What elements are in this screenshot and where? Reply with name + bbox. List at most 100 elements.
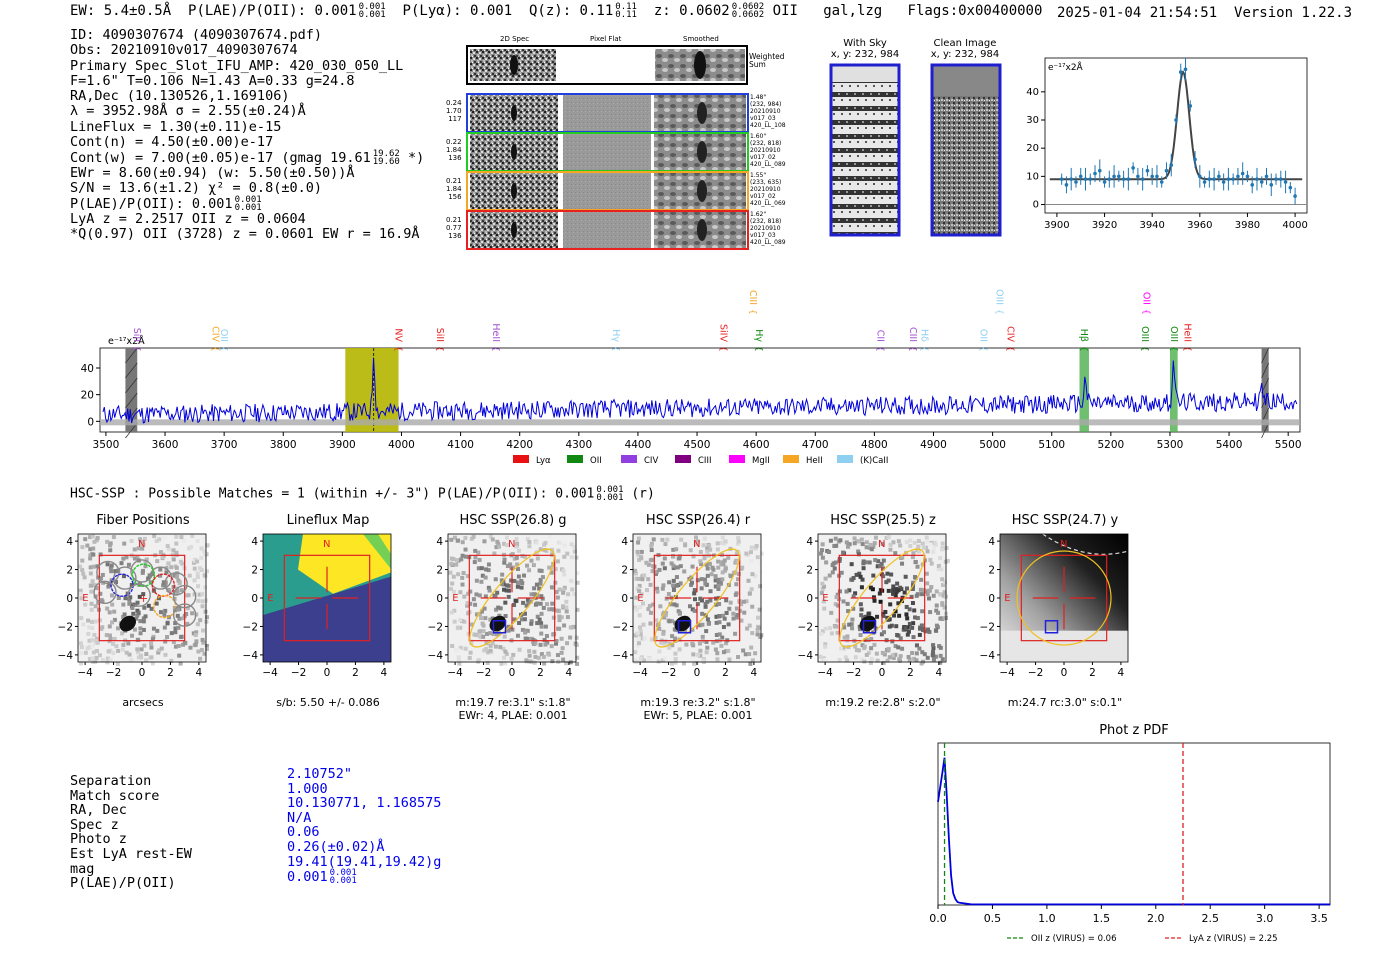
east-marker: E (452, 593, 458, 604)
emission-line-label: CIII { (907, 327, 918, 352)
photz-x-tick: 1.5 (1093, 912, 1111, 925)
hsc-y-tick: −4 (58, 650, 73, 662)
spectrum-x-tick: 4400 (625, 439, 652, 451)
hsc-y-tick: 2 (988, 565, 995, 577)
hsc-y-tick: 2 (66, 565, 73, 577)
match-label: mag (70, 860, 95, 877)
hsc-x-tick: −2 (291, 667, 306, 679)
spectrum-x-tick: 5400 (1216, 439, 1243, 451)
cutout-row-images (466, 93, 749, 133)
col-pixel-flat: Pixel Flat (590, 35, 622, 43)
spectrum-legend-label: Lyα (536, 456, 551, 465)
north-marker: N (693, 539, 700, 550)
spectrum-x-tick: 4500 (684, 439, 711, 451)
hsc-x-tick: −2 (1028, 667, 1043, 679)
hsc-y-tick: 4 (251, 536, 258, 548)
emission-line-label: OII { (1140, 292, 1151, 315)
spectrum-x-tick: 4600 (743, 439, 770, 451)
zoom-data-point (1164, 162, 1169, 180)
zoom-data-point (1097, 159, 1102, 182)
spectrum-x-tick: 5300 (1157, 439, 1184, 451)
zoom-data-point (1207, 170, 1212, 188)
svg-text:{: { (874, 346, 884, 352)
svg-text:{: { (434, 346, 444, 352)
with-sky-title: With Sky x, y: 232, 984 (830, 38, 900, 60)
cutout-row-meta: 1.55" (233, 635) 20210910 v017_02 420_LL_069 (750, 172, 786, 207)
zoom-data-point (1121, 170, 1126, 188)
header-z: z: 0.0602 (653, 3, 730, 19)
zoom-data-point (1264, 167, 1269, 185)
info-plae: P(LAE)/P(OII): 0.001 0.001 0.001 (70, 195, 262, 214)
zoom-data-point (1283, 170, 1288, 194)
match-value: 0.001 0.001 0.001 (287, 868, 357, 887)
zoom-data-point (1198, 165, 1202, 188)
hsc-x-tick: −4 (999, 667, 1015, 679)
emission-line-name: HeII (490, 323, 501, 342)
hsc-panel-title: HSC SSP(26.4) r (645, 513, 751, 528)
hsc-x-tick: 2 (722, 667, 729, 679)
hsc-panel-image: N E −4 −2 0 2 4 4 2 0 −2 −4 (428, 533, 580, 679)
hsc-panel-image: N E −4 −2 0 2 4 4 2 0 −2 −4 (243, 533, 392, 679)
north-marker: N (138, 539, 145, 550)
zoom-data-point (1269, 173, 1274, 197)
svg-text:{: { (1004, 346, 1014, 352)
zoom-data-point (1140, 167, 1145, 191)
east-marker: E (637, 593, 643, 604)
info-fibers: F=1.6" T=0.106 N=1.43 A=0.33 g=24.8 (70, 72, 355, 89)
spectrum-x-tick: 3500 (93, 439, 120, 451)
info-ewr: EWr = 8.60(±0.94) (w: 5.50(±0.50))Å (70, 164, 355, 181)
zoom-data-point (1069, 167, 1073, 191)
zoom-data-point (1202, 176, 1207, 188)
version: Version 1.22.3 (1234, 5, 1353, 21)
hsc-x-tick: 4 (751, 667, 758, 679)
hsc-y-tick: 2 (621, 565, 628, 577)
zoom-x-tick: 3900 (1044, 220, 1069, 231)
hsc-y-tick: −4 (798, 650, 813, 662)
north-marker: N (508, 539, 515, 550)
spectrum-x-tick: 4300 (565, 439, 592, 451)
zoom-y-tick: 10 (1026, 171, 1039, 182)
spectrum-line (102, 357, 1298, 424)
header-z-line: OII (772, 3, 798, 19)
emission-line-name: NV (393, 328, 404, 342)
svg-text:LyA z (VIRUS) = 2.25: LyA z (VIRUS) = 2.25 (1189, 934, 1278, 944)
hsc-panel-caption: m:24.7 rc:3.0" s:0.1" (1007, 696, 1123, 709)
north-marker: N (1060, 539, 1067, 550)
hsc-x-tick: −2 (846, 667, 861, 679)
zoom-data-point (1255, 167, 1259, 191)
spectrum-x-tick: 4800 (861, 439, 888, 451)
match-value: 10.130771, 1.168575 (287, 795, 442, 812)
zoom-y-tick: 0 (1033, 200, 1039, 211)
zoom-x-tick: 3940 (1139, 220, 1164, 231)
hsc-x-tick: 0 (1061, 667, 1068, 679)
spectrum-y-tick: 40 (81, 363, 94, 375)
emission-line-name: Hγ (610, 329, 621, 342)
photz-x-tick: 1.0 (1038, 912, 1056, 925)
cutout-row-meta: 1.60" (232, 818) 20210910 v017_02 420_LL_089 (750, 133, 786, 168)
hsc-y-tick: 2 (436, 565, 443, 577)
line-fit-chart: 3900 3920 3940 3960 3980 4000 0 10 20 30 40 e⁻¹⁷x2Å (1026, 57, 1308, 231)
zoom-data-point (1150, 167, 1154, 185)
match-label: Photo z (70, 831, 127, 848)
emission-line-label: SiII { (434, 328, 445, 352)
weighted-sum-label: Weighted Sum (749, 52, 785, 69)
hsc-y-tick: −2 (613, 621, 628, 633)
emission-line-name: OII (978, 329, 989, 342)
emission-line-label: OIII { (994, 289, 1005, 315)
svg-text:{: { (919, 346, 929, 352)
info-qline: *Q(0.97) OII (3728) z = 0.0601 EW r = 16… (70, 225, 420, 242)
emission-line-label: Hγ { (610, 329, 621, 352)
zoom-data-point (1217, 170, 1221, 182)
emission-line-name: CII (874, 330, 885, 342)
svg-text:OII z (VIRUS) = 0.06: OII z (VIRUS) = 0.06 (1031, 934, 1117, 944)
spectrum-legend-item: (K)CaII (837, 455, 888, 465)
cutout-panel: 2D Spec Pixel Flat Smoothed (440, 33, 790, 258)
hsc-x-tick: −4 (447, 667, 463, 679)
hsc-x-tick: 0 (509, 667, 516, 679)
cutout-row-stats: 0.21 1.84 156 (446, 177, 462, 201)
hsc-panel-caption: m:19.7 re:3.1" s:1.8" (455, 696, 571, 709)
zoom-data-point (1279, 170, 1283, 188)
hsc-x-tick: 2 (1089, 667, 1096, 679)
match-value: 0.06 (287, 824, 320, 841)
emission-line-label: HeII { (490, 323, 501, 351)
